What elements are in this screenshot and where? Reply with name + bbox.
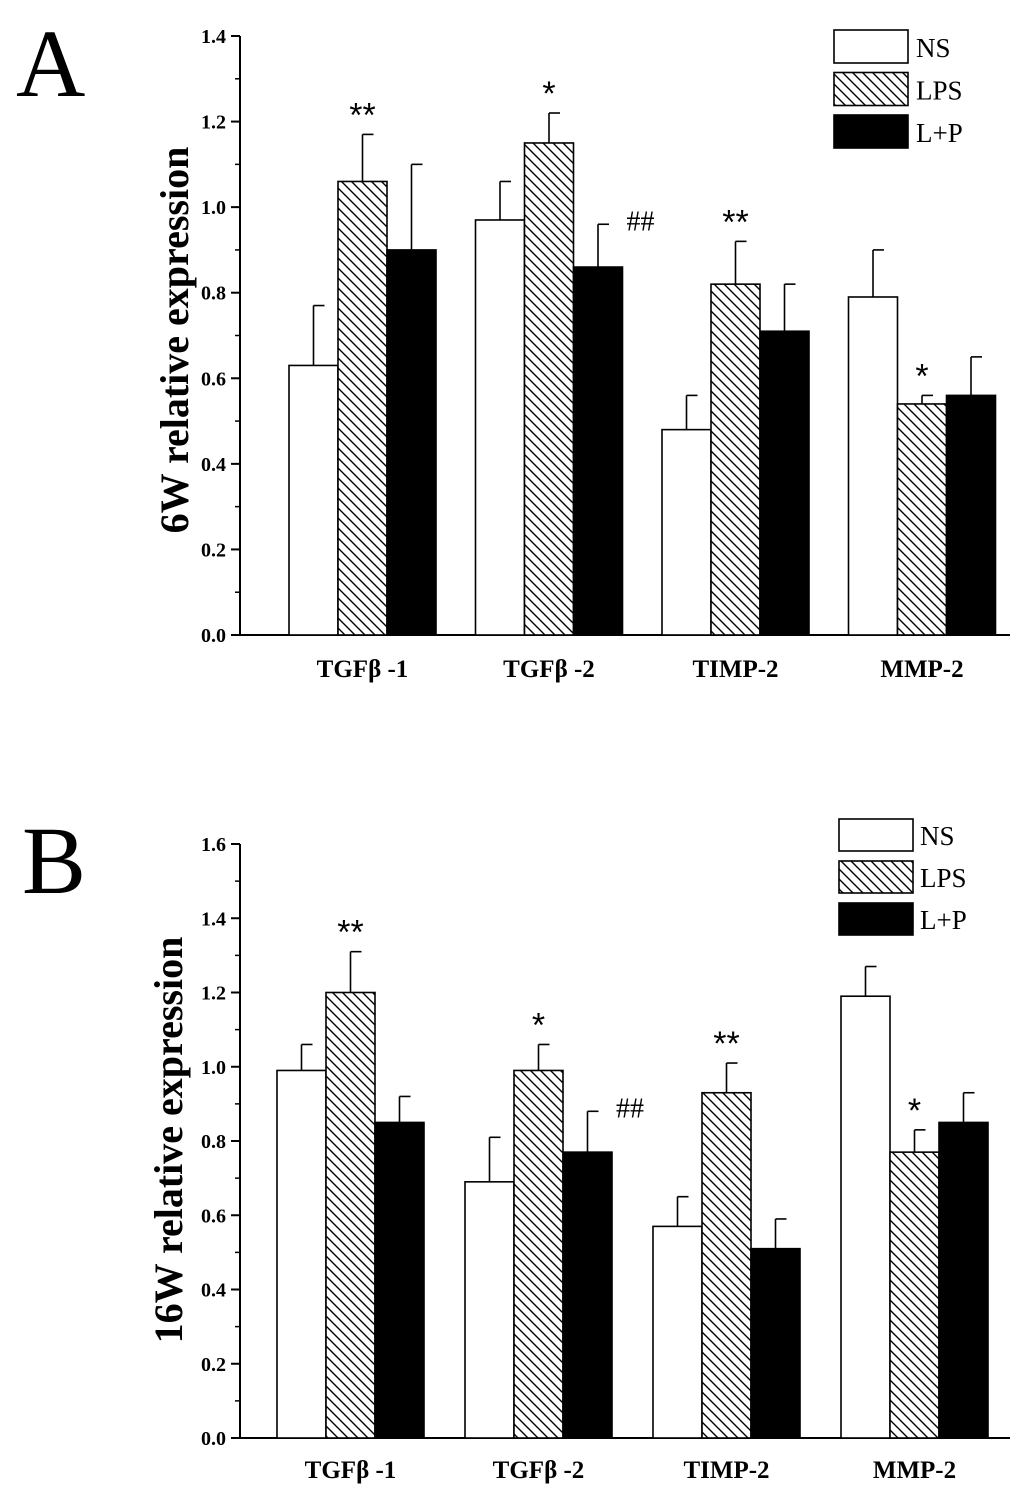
legend-label-ns: NS	[916, 33, 951, 63]
y-tick-label: 0.0	[201, 1428, 226, 1450]
significance-mark: **	[713, 1025, 739, 1063]
bar-lps-tgf-2	[513, 1069, 564, 1439]
bar-lplusp-timp-2	[759, 330, 810, 636]
bar-lplusp-tgf-1	[374, 1121, 425, 1439]
legend-swatch-lplusp	[838, 902, 914, 936]
bar-lps-tgf-1	[337, 180, 388, 636]
significance-mark: *	[532, 1006, 545, 1044]
bar-ns-tgf-2	[474, 219, 526, 636]
panel-b: B 16W relative expression 0.00.20.40.60.…	[22, 807, 1010, 1484]
y-tick-label: 0.2	[201, 1354, 226, 1376]
legend-swatch-lps	[838, 860, 914, 894]
legend-label-lplusp: L+P	[920, 905, 967, 935]
x-tick-label: TGFβ -1	[317, 656, 409, 683]
legend-label-lps: LPS	[916, 76, 963, 106]
bar-lps-tgf-2	[523, 142, 575, 636]
significance-mark: **	[349, 96, 375, 134]
significance-mark: ##	[627, 206, 655, 237]
legend-label-lps: LPS	[920, 863, 967, 893]
bar-lps-mmp-2	[896, 403, 948, 636]
legend-label-ns: NS	[920, 821, 955, 851]
bar-ns-tgf-1	[288, 364, 339, 636]
y-tick-label: 0.2	[201, 539, 226, 561]
plot-area: 0.0 0.2 0.4 0.6 0.8 1.0 1.2 1.4 ** TGFβ -1 * ## TGFβ…	[201, 26, 1010, 683]
bar-ns-tgf-2	[464, 1181, 515, 1439]
significance-mark: **	[337, 914, 363, 952]
y-tick-label: 1.4	[201, 908, 226, 930]
y-axis-label: 16W relative expression	[146, 937, 191, 1344]
significance-mark: ##	[616, 1093, 644, 1124]
y-tick-label: 0.8	[201, 1131, 226, 1153]
bar-lplusp-mmp-2	[938, 1121, 989, 1439]
x-tick-label: TGFβ -1	[305, 1457, 397, 1484]
x-tick-label: TIMP-2	[683, 1457, 769, 1484]
x-tick-label: TGFβ -2	[493, 1457, 585, 1484]
x-tick-label: TIMP-2	[692, 656, 778, 683]
bar-lplusp-tgf-1	[386, 249, 437, 636]
significance-mark: *	[908, 1092, 921, 1130]
y-tick-label: 1.0	[201, 197, 226, 219]
bar-ns-timp-2	[661, 428, 712, 636]
bar-ns-mmp-2	[847, 296, 899, 636]
bar-lps-timp-2	[701, 1091, 752, 1439]
x-tick-label: MMP-2	[873, 1457, 956, 1484]
plot-area: 0.0 0.2 0.4 0.6 0.8 1.0 1.2 1.4 1.6 ** TGFβ -1 * ## T…	[201, 818, 1010, 1484]
x-tick-label: MMP-2	[880, 656, 963, 683]
y-tick-label: 1.2	[201, 983, 226, 1005]
bar-ns-tgf-1	[276, 1069, 327, 1439]
bar-lplusp-tgf-2	[572, 266, 624, 636]
significance-mark: **	[722, 203, 748, 241]
y-tick-label: 0.6	[201, 368, 226, 390]
bar-lplusp-tgf-2	[562, 1151, 613, 1439]
legend-swatch-ns	[838, 818, 914, 852]
panel-a: A 6W relative expression 0.0 0.2 0.4 0.6 0.8…	[16, 10, 1010, 683]
panel-letter-b: B	[22, 807, 86, 914]
y-tick-label: 0.6	[201, 1205, 226, 1227]
significance-mark: *	[915, 357, 928, 395]
significance-mark: *	[542, 75, 555, 113]
x-tick-label: TGFβ -2	[503, 656, 595, 683]
legend-label-lplusp: L+P	[916, 118, 963, 148]
y-tick-label: 1.4	[201, 26, 226, 48]
y-tick-label: 1.2	[201, 112, 226, 134]
bar-ns-mmp-2	[840, 995, 891, 1439]
bar-lps-timp-2	[710, 283, 761, 636]
legend-swatch-lps	[833, 71, 909, 107]
y-tick-label: 0.4	[201, 454, 226, 476]
y-tick-label: 0.4	[201, 1280, 226, 1302]
y-tick-label: 0.8	[201, 283, 226, 305]
y-axis-label: 6W relative expression	[152, 147, 197, 534]
bar-lplusp-mmp-2	[945, 394, 997, 636]
bar-lplusp-timp-2	[750, 1247, 801, 1439]
legend-swatch-ns	[833, 29, 909, 64]
legend-swatch-lplusp	[833, 114, 909, 149]
bar-ns-timp-2	[652, 1225, 703, 1439]
bar-lps-tgf-1	[325, 991, 376, 1439]
y-tick-label: 1.6	[201, 834, 226, 856]
panel-letter-a: A	[16, 10, 85, 117]
y-tick-label: 0.0	[201, 625, 226, 647]
bar-lps-mmp-2	[889, 1151, 940, 1439]
y-tick-label: 1.0	[201, 1057, 226, 1079]
